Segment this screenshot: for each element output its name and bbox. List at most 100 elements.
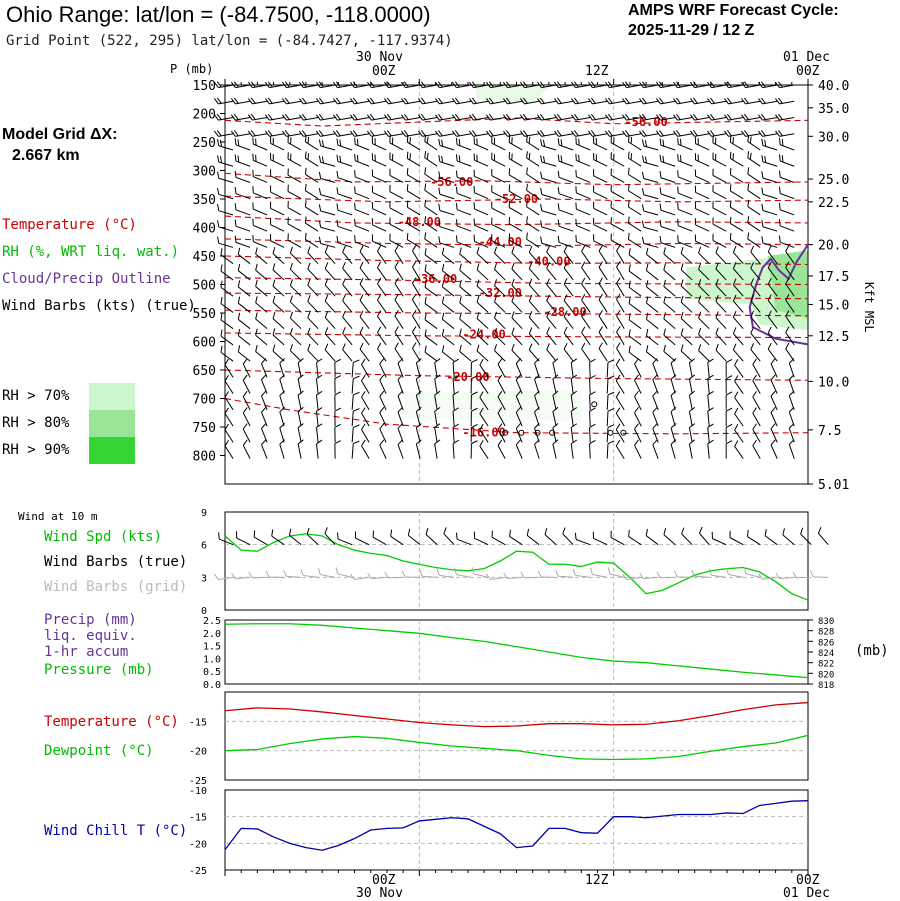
wind-barb [253, 296, 271, 312]
wind-barb [605, 79, 624, 88]
wind-barb-feather [219, 248, 225, 255]
wind-barb-feather [733, 392, 740, 398]
wind-barb-feather [454, 203, 459, 210]
wind-barb [352, 154, 371, 166]
wind-barb [265, 95, 284, 104]
wind-barb [475, 345, 492, 362]
wind-barb [580, 262, 595, 280]
wind-barb-feather [574, 186, 579, 193]
wind-barb [271, 263, 288, 280]
wind-barb-feather [368, 573, 372, 579]
wind-barb [539, 204, 558, 215]
wind-barb-feather [236, 345, 242, 352]
wind-barb [350, 112, 369, 121]
wind-barb-feather [539, 204, 544, 211]
wind-barb-feather [662, 345, 668, 352]
wind-barb-staff [527, 207, 540, 215]
wind-barb [440, 313, 458, 329]
wind-barb [370, 234, 389, 247]
wind-barb [405, 184, 424, 198]
wind-barb-feather [679, 345, 685, 351]
wind-barb [728, 136, 747, 150]
wind-barb [524, 135, 542, 150]
height-tick-label: 30.0 [818, 130, 849, 145]
wind-barb [219, 329, 237, 344]
wind-barb-feather [510, 263, 516, 269]
wind-barb-feather [693, 186, 698, 193]
wind-barb-feather [524, 184, 530, 191]
wind-barb [731, 327, 747, 345]
wind-barb-feather [387, 169, 392, 176]
wind-barb-feather [453, 568, 457, 574]
wind-barb [673, 128, 692, 137]
wind-barb-staff [716, 334, 726, 345]
wind-barb-staff [320, 575, 335, 578]
wind-barb-staff [628, 239, 641, 247]
wind-barb [231, 112, 250, 121]
wind-barb-feather [670, 440, 677, 445]
wind-barb [454, 154, 473, 166]
wind-barb-feather [370, 202, 375, 209]
wind-barb-feather [571, 440, 577, 444]
wind-barb-feather [251, 219, 256, 226]
wind-barb-feather [335, 392, 341, 395]
wind-barb-staff [221, 304, 233, 313]
wind-barb [233, 220, 252, 232]
wind-barb [397, 375, 409, 394]
height-tick-label: 5.01 [818, 478, 849, 493]
isotherm [225, 370, 808, 380]
wind-barb-staff [671, 395, 675, 409]
wind-barb-feather [233, 220, 238, 227]
wind-barb-staff [494, 269, 505, 280]
wind-barb-10m-true [727, 531, 746, 545]
wind-barb-staff [553, 363, 556, 378]
wind-barb-feather [527, 327, 533, 333]
wind-barb-feather [641, 172, 645, 179]
wind-barb-feather [233, 203, 238, 210]
wind-barb-feather [749, 343, 756, 349]
wind-barb-feather [318, 139, 322, 146]
wind-barb-staff [730, 240, 743, 248]
wind-barb-feather [253, 247, 259, 254]
wind-barb-feather [268, 137, 273, 144]
wind-barb [556, 187, 575, 199]
wind-barb-staff [273, 335, 284, 345]
wind-barb-feather [784, 245, 791, 251]
wind-barb-10m-true [763, 529, 781, 545]
wind-barb-staff [599, 332, 607, 345]
precip-tick-label: 2.5 [203, 616, 221, 627]
wind-barb-feather [378, 440, 385, 445]
wind-barb [422, 151, 440, 166]
wind-barb-feather [658, 139, 663, 146]
wind-barb-staff [599, 316, 607, 329]
wind-barb-staff [325, 317, 335, 328]
wind-barb-feather [798, 528, 804, 534]
wind-barb-feather [591, 169, 596, 176]
wind-barb-feather [287, 529, 293, 536]
wind-barb-feather [252, 530, 258, 537]
wind-barb [707, 440, 715, 458]
wind-barb-staff [678, 177, 692, 183]
wind-barb-staff [219, 162, 233, 166]
wind-barb [733, 408, 748, 426]
wind-barb-feather [271, 247, 277, 253]
wind-barb [707, 79, 726, 88]
wind-barb-feather [393, 327, 400, 333]
wind-barb-feather [376, 262, 383, 268]
wind-barb-feather [242, 375, 249, 380]
wind-panel-frame [225, 512, 808, 610]
wind-barb [370, 153, 389, 166]
wind-barb-staff [664, 319, 675, 329]
wind-barb-staff [435, 428, 437, 443]
wind-barb-feather [615, 440, 622, 446]
wind-barb [574, 154, 593, 166]
wind-barb-staff [321, 162, 335, 166]
wind-barb-staff [780, 242, 794, 247]
wind-barb-staff [425, 190, 437, 198]
calm-wind-circle [608, 430, 613, 435]
precip-panel-frame [225, 620, 808, 684]
wind-barb-feather [675, 138, 680, 145]
wind-barb-staff [763, 227, 777, 231]
wind-barb [707, 128, 726, 137]
wind-barb [268, 202, 287, 215]
